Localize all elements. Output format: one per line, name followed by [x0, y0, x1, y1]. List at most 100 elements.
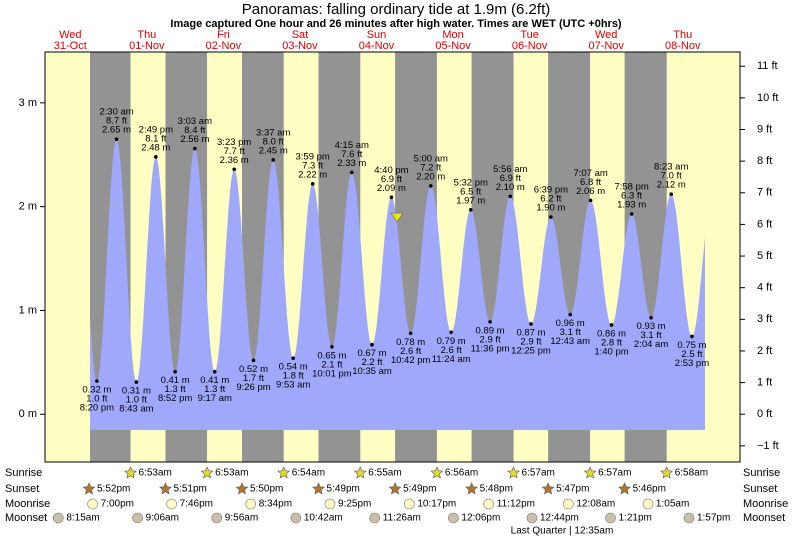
extremum-label: 1.0 ft [86, 394, 107, 405]
extremum-label: 2.20 m [416, 171, 445, 182]
row-label: Moonrise [743, 498, 788, 510]
sunrise-icon [507, 466, 520, 479]
extremum-dot [669, 192, 674, 197]
sunset-time: 5:49pm [327, 484, 360, 495]
extremum-label: 0.75 m [677, 340, 706, 351]
weekday-label: Sun [367, 29, 387, 41]
extremum-label: 0.78 m [396, 337, 425, 348]
extremum-dot [568, 312, 573, 317]
y2-tick-label: 7 ft [757, 187, 772, 199]
extremum-dot [251, 358, 256, 363]
sunset-time: 5:52pm [97, 484, 130, 495]
date-label: 05-Nov [435, 40, 471, 52]
extremum-dot [549, 215, 553, 219]
sunset-icon [388, 482, 402, 495]
moonset-icon [290, 512, 302, 524]
extremum-dot [629, 212, 634, 216]
row-label: Sunrise [5, 467, 42, 479]
extremum-dot [271, 158, 276, 162]
extremum-label: 0.87 m [516, 327, 545, 338]
extremum-dot [232, 167, 236, 172]
extremum-label: 1.0 ft [126, 395, 147, 406]
moonset-time: 12:44pm [540, 513, 579, 524]
extremum-label: 2.09 m [377, 183, 406, 194]
row-label: Moonset [743, 512, 785, 524]
extremum-label: 12:43 am [550, 336, 590, 347]
extremum-label: 10:01 pm [312, 368, 352, 379]
y2-tick-label: 1 ft [757, 377, 772, 389]
current-marker [390, 212, 404, 223]
y-tick-label: 0 m [19, 408, 37, 420]
extremum-label: 2.2 ft [361, 357, 382, 368]
extremum-label: 6.8 ft [580, 177, 601, 188]
sunrise-icon [660, 466, 674, 479]
moonrise-icon [642, 498, 654, 510]
extremum-label: 2.33 m [337, 158, 366, 169]
extremum-label: 2.36 m [220, 155, 249, 166]
sunrise-time: 6:55am [368, 468, 401, 479]
sunset-icon [235, 482, 249, 495]
extremum-label: 0.93 m [637, 321, 666, 332]
extremum-label: 8:20 pm [80, 403, 114, 414]
extremum-dot [449, 330, 453, 335]
extremum-label: 8:52 pm [158, 393, 192, 404]
extremum-label: 2:04 am [634, 339, 668, 350]
moonset-icon [605, 512, 616, 524]
moonset-time: 9:56am [225, 513, 258, 524]
moonrise-time: 11:12pm [497, 499, 535, 510]
extremum-label: 2:49 pm [139, 124, 173, 135]
extremum-label: 3:03 am [178, 116, 212, 127]
extremum-label: 8.7 ft [106, 116, 127, 127]
extremum-label: 12:25 pm [511, 345, 551, 356]
y2-tick-label: 5 ft [757, 250, 772, 262]
sunrise-time: 6:53am [139, 468, 172, 479]
extremum-dot [609, 323, 614, 327]
extremum-label: 7:58 pm [614, 181, 648, 192]
y2-tick-label: 6 ft [757, 218, 772, 230]
extremum-label: 1.93 m [617, 199, 646, 210]
date-label: 06-Nov [512, 40, 548, 52]
extremum-label: 8.1 ft [145, 133, 166, 144]
plot-frame [44, 51, 741, 463]
extremum-label: 0.79 m [437, 336, 466, 347]
moonset-time: 12:06pm [461, 513, 500, 524]
extremum-label: 0.32 m [82, 385, 111, 396]
extremum-label: 2.6 ft [400, 346, 421, 357]
sunrise-time: 6:57am [598, 468, 631, 479]
extremum-label: 10:35 am [352, 366, 392, 377]
extremum-dot [330, 344, 334, 349]
extremum-label: 3.1 ft [641, 330, 662, 341]
extremum-label: 7.2 ft [420, 162, 441, 173]
sunset-icon [82, 482, 96, 495]
weekday-label: Wed [59, 29, 81, 41]
extremum-label: 7:07 am [573, 168, 607, 179]
extremum-label: 2:53 pm [675, 358, 709, 369]
date-label: 07-Nov [588, 40, 624, 52]
date-label: 01-Nov [129, 40, 165, 52]
extremum-label: 7.7 ft [224, 146, 245, 157]
moonset-time: 1:21pm [619, 513, 652, 524]
sunset-time: 5:48pm [480, 484, 513, 495]
row-label: Moonrise [5, 498, 50, 510]
extremum-label: 9:53 am [276, 380, 310, 391]
extremum-label: 5:32 pm [454, 177, 488, 188]
extremum-label: 1.8 ft [283, 371, 304, 382]
extremum-label: 0.89 m [476, 325, 505, 336]
extremum-label: 0.41 m [200, 375, 229, 386]
extremum-label: 1.7 ft [243, 373, 264, 384]
extremum-label: 2.6 ft [441, 345, 462, 356]
extremum-label: 7.3 ft [302, 160, 323, 171]
date-label: 08-Nov [665, 40, 701, 52]
sunrise-time: 6:58am [675, 468, 708, 479]
y2-tick-label: 11 ft [757, 60, 778, 72]
extremum-label: 4:15 am [335, 140, 369, 151]
extremum-label: 3:23 pm [217, 137, 251, 148]
moonrise-icon [166, 498, 177, 510]
sunset-time: 5:49pm [403, 484, 436, 495]
y2-tick-label: 0 ft [757, 408, 772, 420]
date-label: 31-Oct [54, 40, 87, 52]
sunrise-icon [430, 466, 444, 479]
extremum-label: 8.0 ft [263, 136, 284, 147]
extremum-dot [134, 380, 139, 384]
extremum-label: 10:42 pm [391, 355, 431, 366]
